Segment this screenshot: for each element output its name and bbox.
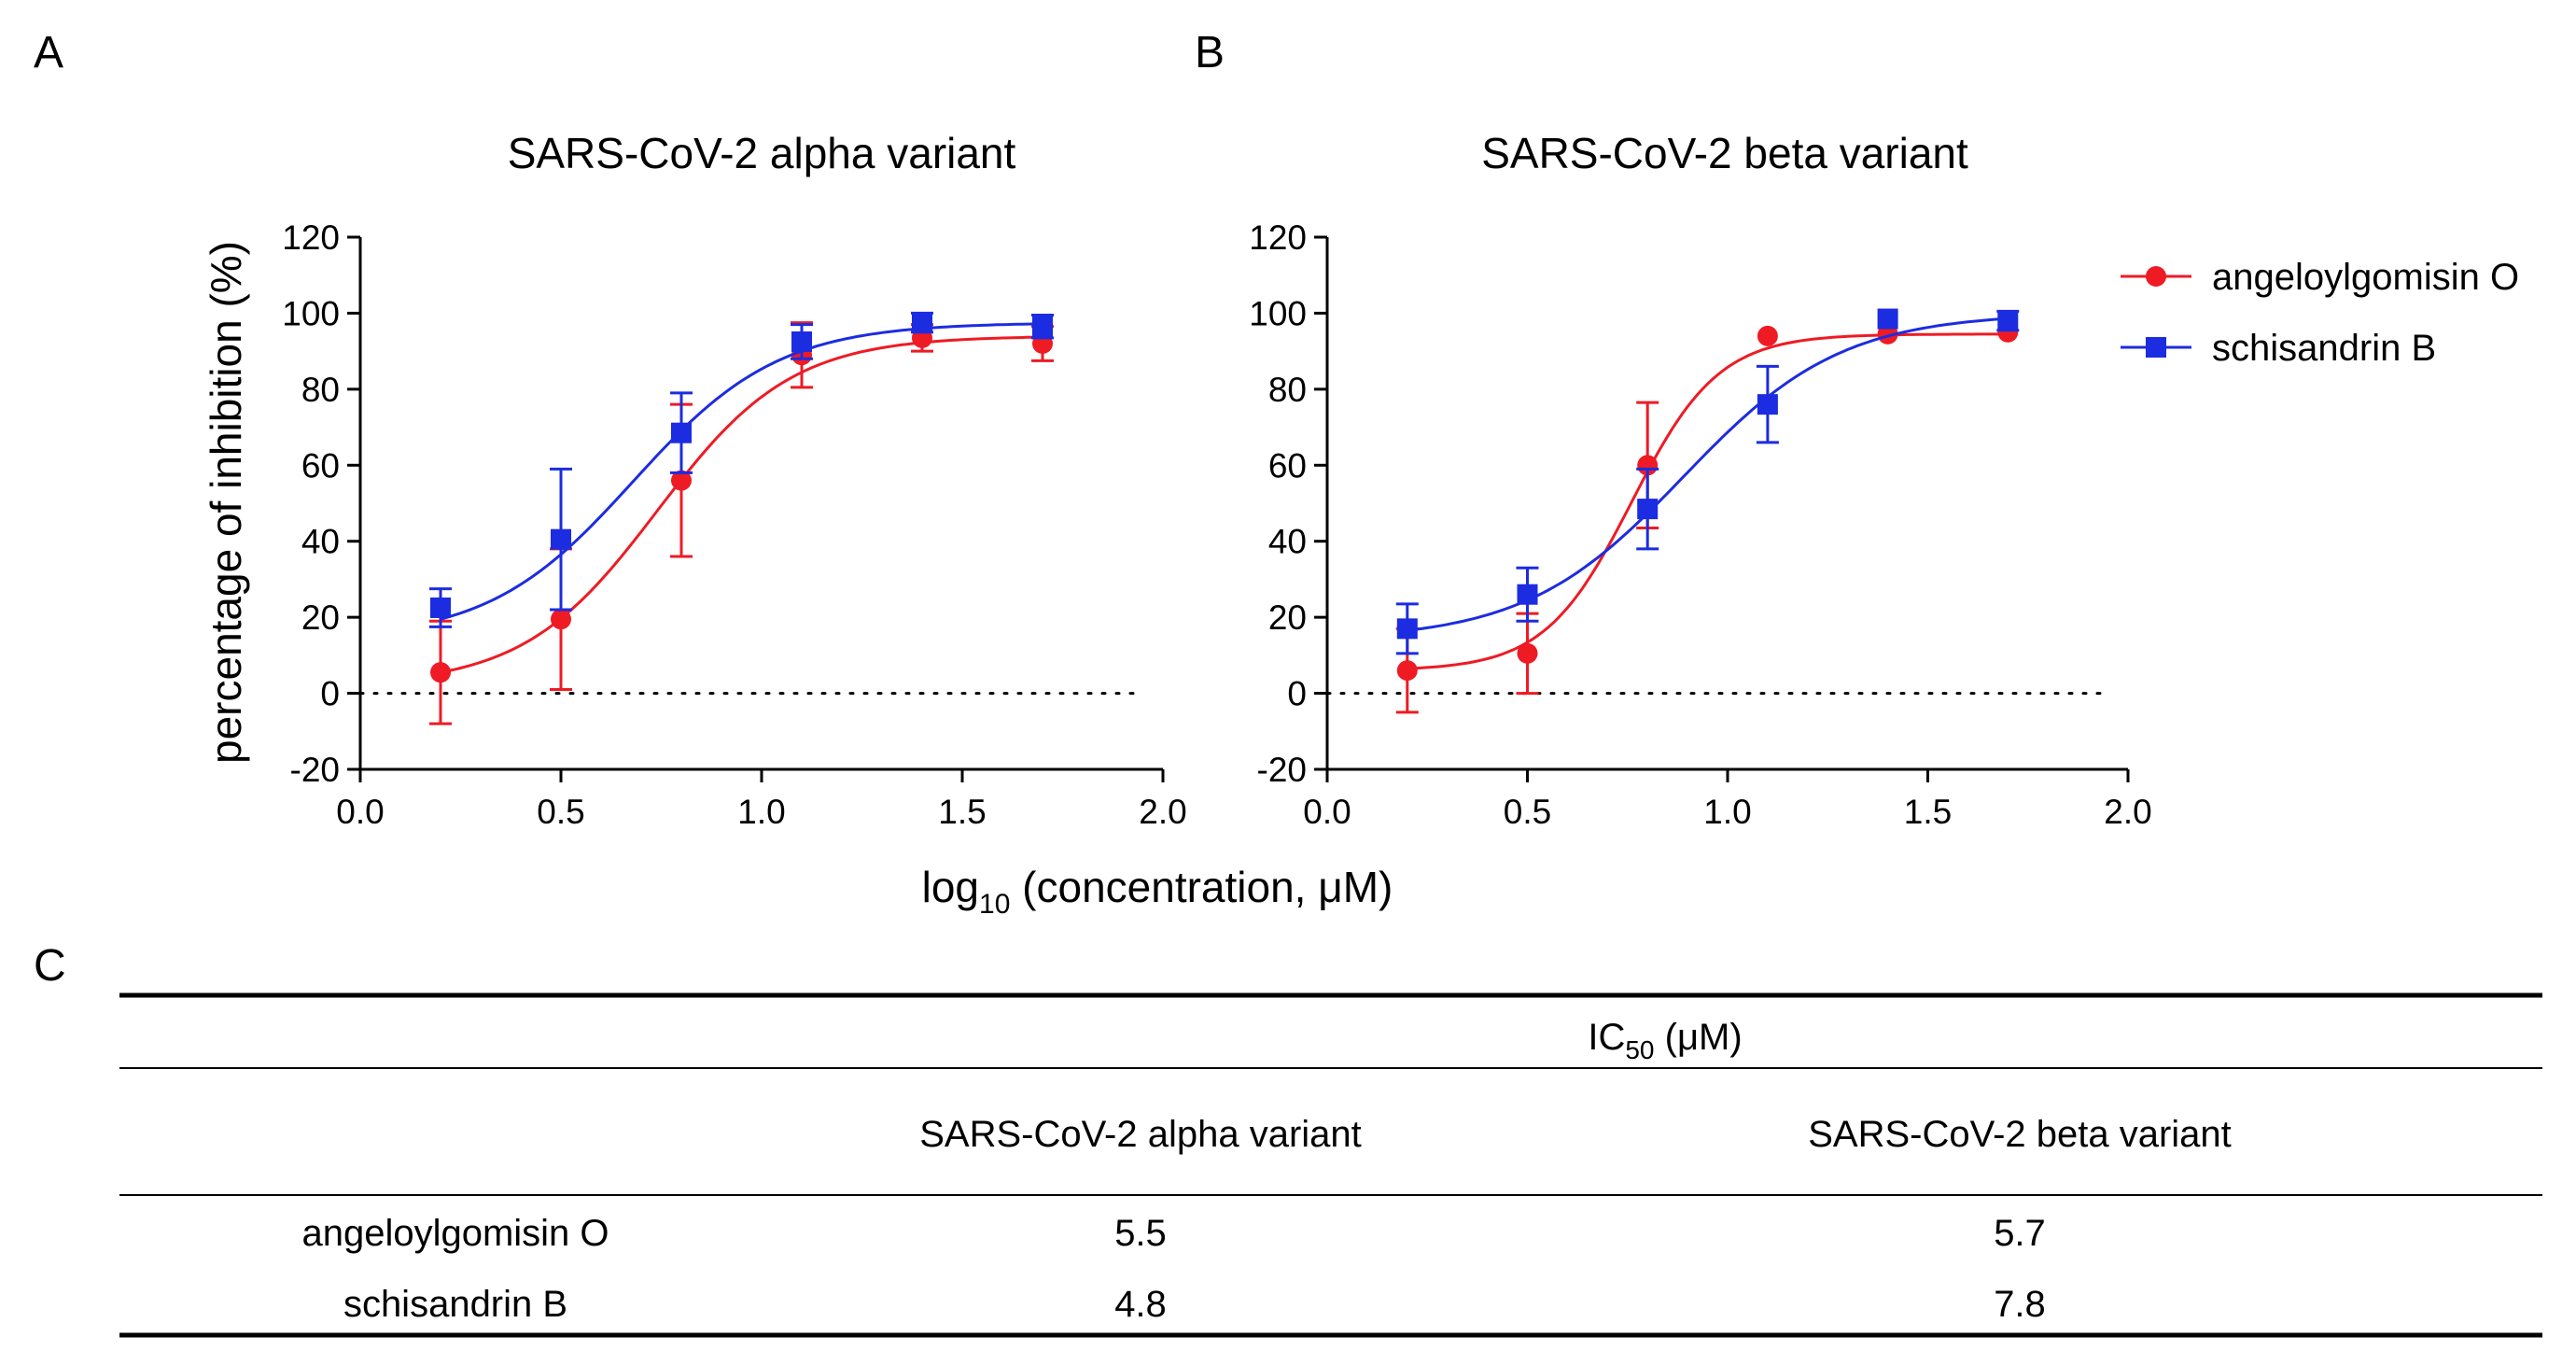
panel-label-b: B bbox=[1195, 28, 1225, 77]
table-col-header-alpha: SARS-CoV-2 alpha variant bbox=[919, 1114, 1362, 1155]
table-row: schisandrin B 4.8 7.8 bbox=[343, 1284, 2046, 1325]
data-point bbox=[1396, 660, 1418, 682]
y-tick-label: 100 bbox=[282, 294, 340, 332]
table-cell-alpha: 4.8 bbox=[1114, 1284, 1167, 1325]
y-tick-label: 0 bbox=[1287, 675, 1307, 713]
table-cell-alpha: 5.5 bbox=[1114, 1213, 1167, 1254]
legend-item-angeloylgomisin: angeloylgomisin O bbox=[2121, 257, 2519, 298]
y-tick-label: 40 bbox=[301, 523, 340, 561]
x-tick-label: 1.5 bbox=[1904, 793, 1952, 831]
data-point bbox=[671, 470, 692, 491]
x-axis-label-rest: (concentration, μM) bbox=[1010, 863, 1393, 911]
data-point bbox=[1396, 618, 1418, 640]
table-header-unit: (μM) bbox=[1655, 1017, 1743, 1058]
data-point bbox=[1032, 316, 1053, 337]
data-point bbox=[551, 609, 571, 630]
ic50-table: IC50 (μM) SARS-CoV-2 alpha variant SARS-… bbox=[119, 992, 2542, 1338]
table-header-ic50: IC50 (μM) bbox=[1588, 1017, 1742, 1064]
fit-curve bbox=[1407, 332, 2009, 670]
data-point bbox=[1637, 499, 1659, 520]
x-axis-label: log10 (concentration, μM) bbox=[922, 863, 1393, 920]
y-tick-label: 120 bbox=[282, 218, 340, 257]
chart-alpha-variant: SARS-CoV-2 alpha variant percentage of i… bbox=[202, 129, 1187, 831]
data-point bbox=[1517, 584, 1538, 605]
legend: angeloylgomisin O schisandrin B bbox=[2121, 257, 2519, 369]
x-axis-label-subscript: 10 bbox=[979, 889, 1010, 920]
y-tick-label: 40 bbox=[1268, 523, 1307, 561]
y-tick-label: 60 bbox=[301, 446, 340, 485]
x-tick-label: 1.5 bbox=[938, 793, 986, 831]
table-header-sub: 50 bbox=[1625, 1035, 1654, 1064]
table-row-name: schisandrin B bbox=[343, 1284, 567, 1325]
data-point bbox=[1997, 310, 2019, 331]
data-point bbox=[1757, 325, 1778, 346]
legend-marker-angeloylgomisin bbox=[2146, 266, 2166, 287]
data-point bbox=[430, 662, 451, 683]
y-tick-label: 120 bbox=[1249, 218, 1307, 257]
y-tick-label: 20 bbox=[1268, 598, 1307, 637]
x-tick-label: 0.5 bbox=[1504, 793, 1551, 831]
x-tick-label: 2.0 bbox=[2104, 793, 2151, 831]
panel-label-c: C bbox=[34, 941, 66, 991]
y-tick-label: 60 bbox=[1268, 446, 1307, 485]
y-tick-label: 80 bbox=[1268, 371, 1307, 409]
x-tick-label: 1.0 bbox=[737, 793, 785, 831]
table-cell-beta: 5.7 bbox=[1994, 1213, 2046, 1254]
table-row-name: angeloylgomisin O bbox=[301, 1213, 609, 1254]
y-tick-label: 80 bbox=[301, 371, 340, 409]
x-tick-label: 0.0 bbox=[336, 793, 384, 831]
x-tick-label: 0.0 bbox=[1303, 793, 1351, 831]
y-tick-label: 20 bbox=[301, 598, 340, 637]
legend-marker-schisandrin bbox=[2146, 337, 2166, 358]
data-point bbox=[551, 528, 571, 550]
y-tick-label: -20 bbox=[290, 751, 340, 789]
data-point bbox=[912, 312, 932, 333]
x-tick-label: 1.0 bbox=[1703, 793, 1751, 831]
data-point bbox=[1877, 308, 1898, 330]
legend-label-schisandrin: schisandrin B bbox=[2212, 328, 2436, 369]
table-row: angeloylgomisin O 5.5 5.7 bbox=[301, 1213, 2045, 1254]
y-tick-label: 0 bbox=[320, 675, 340, 713]
data-point bbox=[671, 422, 692, 443]
table-col-header-beta: SARS-CoV-2 beta variant bbox=[1808, 1114, 2232, 1155]
chart-title: SARS-CoV-2 beta variant bbox=[1481, 129, 1968, 177]
data-point bbox=[791, 331, 812, 352]
data-point bbox=[430, 597, 451, 618]
y-axis-label: percentage of inhibition (%) bbox=[202, 241, 250, 764]
fit-curve bbox=[440, 322, 1043, 621]
chart-beta-variant: SARS-CoV-2 beta variant -20 0 20 40 60 80 100 1… bbox=[1249, 129, 2151, 831]
data-point bbox=[1757, 394, 1778, 415]
data-point bbox=[1517, 642, 1538, 664]
legend-label-angeloylgomisin: angeloylgomisin O bbox=[2212, 257, 2519, 298]
chart-title: SARS-CoV-2 alpha variant bbox=[508, 129, 1016, 177]
y-tick-label: 100 bbox=[1249, 294, 1307, 332]
table-cell-beta: 7.8 bbox=[1994, 1284, 2046, 1325]
x-tick-label: 2.0 bbox=[1139, 793, 1186, 831]
fit-curve bbox=[440, 335, 1043, 674]
panel-label-a: A bbox=[34, 28, 63, 77]
fit-curve bbox=[1407, 317, 2009, 632]
x-tick-label: 0.5 bbox=[537, 793, 584, 831]
y-tick-label: -20 bbox=[1257, 751, 1307, 789]
table-header-ic: IC bbox=[1588, 1017, 1625, 1058]
legend-item-schisandrin: schisandrin B bbox=[2121, 328, 2436, 369]
x-axis-label-base: log bbox=[922, 863, 979, 911]
